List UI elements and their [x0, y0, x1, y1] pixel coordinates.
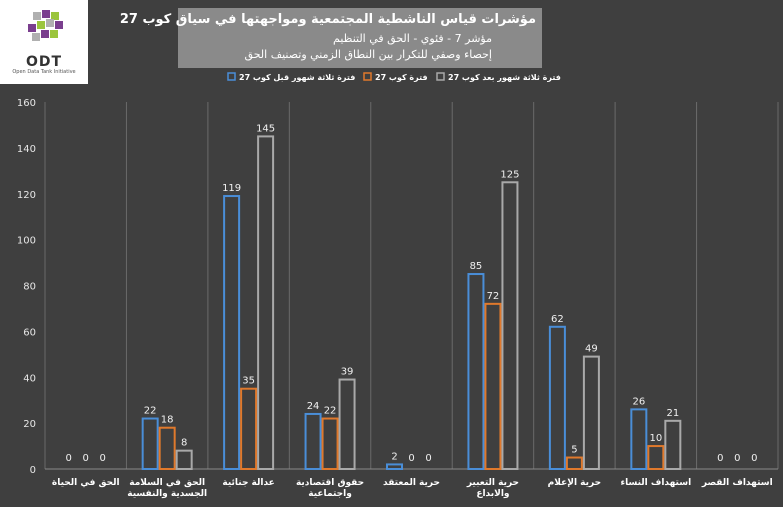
bar: [321, 417, 339, 471]
chart-subtitle: مؤشر 7 - فئوي - الحق في التنظيم: [333, 32, 492, 45]
bar: [386, 463, 403, 471]
bar: [467, 273, 485, 470]
y-tick-label: 140: [17, 144, 36, 155]
data-label: 0: [408, 453, 414, 464]
data-label: 49: [585, 344, 598, 355]
data-label: 5: [571, 445, 577, 456]
y-tick-label: 80: [23, 282, 36, 293]
data-label: 8: [181, 438, 187, 449]
x-tick-label: حرية الإعلام: [548, 478, 601, 488]
bar: [630, 408, 648, 470]
bar: [582, 355, 600, 471]
data-label: 119: [222, 183, 241, 194]
y-tick-label: 120: [17, 190, 36, 201]
bar: [548, 325, 566, 470]
chart-subtitle-2: إحصاء وصفي للتكرار بين النطاق الزمني وتص…: [244, 48, 492, 61]
x-tick-label: عدالة جنائية: [222, 478, 274, 488]
data-label: 21: [666, 408, 679, 419]
data-label: 85: [470, 261, 483, 272]
y-tick-label: 20: [23, 419, 36, 430]
x-tick-label: حرية التعبير والابداع: [466, 478, 519, 499]
data-label: 0: [425, 453, 431, 464]
data-label: 18: [161, 415, 174, 426]
data-label: 10: [649, 433, 662, 444]
bar: [338, 378, 356, 471]
legend-label: فترة ثلاثة شهور بعد كوب 27: [448, 73, 561, 82]
cube-logo-icon: [28, 10, 63, 41]
data-label: 0: [751, 453, 757, 464]
data-label: 0: [100, 453, 106, 464]
data-label: 0: [734, 453, 740, 464]
data-label: 39: [341, 367, 354, 378]
bar: [257, 135, 275, 470]
bar: [175, 449, 193, 470]
bar: [141, 417, 159, 471]
bar: [664, 419, 682, 470]
bar: [158, 426, 176, 470]
x-tick-label: حقوق اقتصادية واجتماعية: [296, 478, 364, 499]
chart-title-box: مؤشرات قياس الناشطية المجتمعية ومواجهتها…: [120, 8, 542, 68]
bar: [501, 181, 519, 470]
data-label: 0: [66, 453, 72, 464]
x-tick-label: استهداف النساء: [620, 478, 691, 488]
data-label: 24: [307, 401, 320, 412]
y-tick-label: 60: [23, 327, 36, 338]
legend-label: فترة كوب 27: [375, 73, 428, 82]
bar: [223, 195, 241, 470]
data-label: 145: [256, 123, 275, 134]
chart-title: مؤشرات قياس الناشطية المجتمعية ومواجهتها…: [119, 12, 536, 27]
bar: [240, 387, 258, 470]
odt-logo: ODT Open Data Tank Initiative: [0, 0, 88, 84]
x-tick-label: الحق في السلامة الجسدية والنفسية: [127, 478, 207, 499]
legend-swatch: [227, 72, 236, 81]
y-tick-label: 40: [23, 373, 36, 384]
y-tick-label: 0: [30, 465, 36, 476]
data-label: 62: [551, 314, 564, 325]
data-label: 0: [83, 453, 89, 464]
logo-subtitle: Open Data Tank Initiative: [12, 69, 76, 75]
data-label: 0: [717, 453, 723, 464]
data-label: 22: [144, 406, 157, 417]
legend-swatch: [363, 72, 372, 81]
data-label: 2: [391, 451, 397, 462]
x-tick-label: استهداف القصر: [701, 478, 773, 488]
x-tick-label: الحق في الحياة: [52, 478, 120, 488]
bar: [484, 302, 502, 470]
bar: [647, 445, 665, 470]
x-tick-label: حرية المعتقد: [383, 478, 440, 488]
y-tick-label: 100: [17, 236, 36, 247]
y-tick-label: 160: [17, 98, 36, 109]
data-label: 125: [500, 169, 519, 180]
bar: [304, 412, 322, 471]
logo-text: ODT: [25, 54, 63, 70]
legend-swatch: [436, 72, 445, 81]
data-label: 22: [324, 406, 337, 417]
data-label: 35: [242, 376, 255, 387]
data-label: 72: [487, 291, 500, 302]
legend-label: فترة ثلاثة شهور قبل كوب 27: [239, 73, 355, 82]
bar: [565, 456, 583, 470]
data-label: 26: [632, 396, 645, 407]
